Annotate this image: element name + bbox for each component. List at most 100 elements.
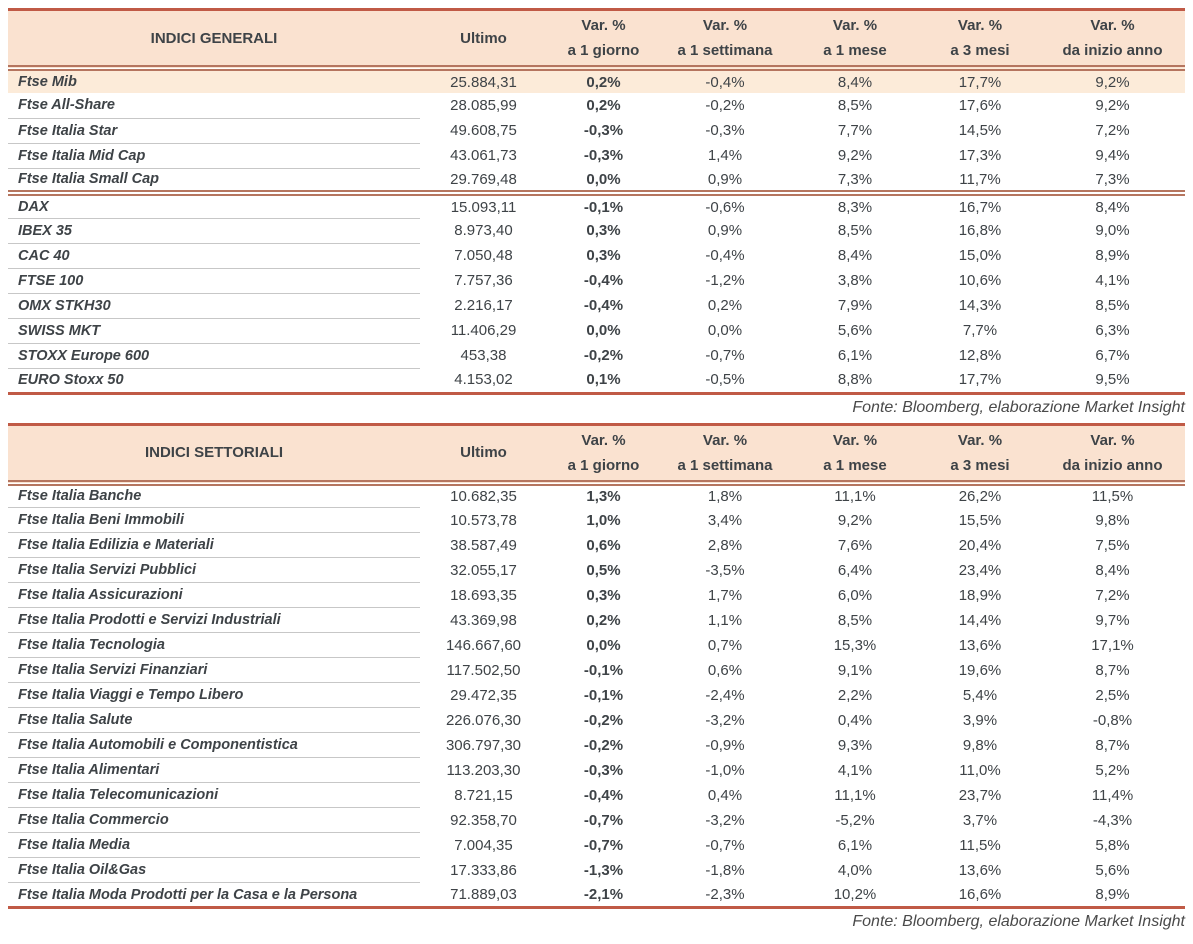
var-value: 8,7% <box>1095 661 1130 679</box>
var-value: -3,2% <box>705 711 745 729</box>
var-value: 15,5% <box>958 511 1002 529</box>
var-value: 19,6% <box>958 661 1002 679</box>
table-row: OMX STKH30 2.216,17 -0,4% 0,2% 7,9% 14,3% 8,5% <box>8 293 1185 319</box>
index-name: Ftse Italia Mid Cap <box>8 143 420 169</box>
last-value: 2.216,17 <box>454 297 513 314</box>
period-label: a 1 giorno <box>567 456 640 474</box>
var-value: 11,1% <box>834 786 876 804</box>
var-value: 5,8% <box>1095 836 1130 854</box>
var-value: -0,5% <box>705 371 745 389</box>
var-value: 26,2% <box>958 488 1002 505</box>
var-value: 10,6% <box>958 272 1002 289</box>
table-row: EURO Stoxx 50 4.153,02 0,1% -0,5% 8,8% 17,7% 9… <box>8 368 1185 393</box>
var-value: -0,3% <box>583 147 624 164</box>
period-label: a 1 mese <box>823 42 887 59</box>
last-value: 32.055,17 <box>450 561 517 579</box>
var-value: -0,7% <box>705 347 745 364</box>
table-row: Ftse Italia Servizi Finanziari 117.502,50… <box>8 657 1185 683</box>
last-value: 18.693,35 <box>450 586 517 604</box>
table-row: Ftse Italia Assicurazioni 18.693,35 0,3% 1,… <box>8 582 1185 608</box>
var-value: -0,7% <box>705 836 745 854</box>
var-value: 1,3% <box>586 488 621 505</box>
var-label: Var. % <box>957 17 1003 34</box>
last-value: 113.203,30 <box>446 761 521 779</box>
var-label: Var. % <box>581 431 626 449</box>
var-value: 2,5% <box>1095 686 1130 704</box>
var-value: -1,8% <box>705 861 745 879</box>
var-label: Var. % <box>702 431 748 449</box>
table-title: INDICI GENERALI <box>8 9 420 71</box>
source-note: Fonte: Bloomberg, elaborazione Market In… <box>852 398 1185 416</box>
var-value: 17,7% <box>958 371 1002 389</box>
column-header-var-inizio-anno: Var. % da inizio anno <box>1040 424 1185 486</box>
var-value: 13,6% <box>958 636 1002 654</box>
var-value: 7,5% <box>1095 536 1130 554</box>
var-value: 0,5% <box>586 561 621 579</box>
column-header-var-1-mese: Var. % a 1 mese <box>790 9 920 71</box>
last-value: 43.061,73 <box>450 147 517 164</box>
var-value: -2,1% <box>583 885 624 903</box>
var-value: 7,9% <box>837 297 873 314</box>
source-note: Fonte: Bloomberg, elaborazione Market In… <box>852 913 1185 930</box>
last-value: 92.358,70 <box>450 811 517 829</box>
var-value: 7,2% <box>1095 586 1130 604</box>
column-header-var-3-mesi: Var. % a 3 mesi <box>920 9 1040 71</box>
last-value: 38.587,49 <box>450 536 517 554</box>
var-value: 0,3% <box>586 222 621 239</box>
var-value: 7,7% <box>837 122 873 139</box>
var-value: 12,8% <box>958 347 1002 364</box>
last-value: 7.050,48 <box>454 247 513 264</box>
var-value: 10,2% <box>833 885 877 903</box>
var-value: 0,3% <box>586 247 621 264</box>
var-value: -0,7% <box>583 811 624 829</box>
table-row: IBEX 35 8.973,40 0,3% 0,9% 8,5% 16,8% 9,0% <box>8 218 1185 244</box>
var-value: -0,4% <box>583 297 624 314</box>
index-name: Ftse Italia Servizi Finanziari <box>8 657 420 683</box>
var-value: 1,8% <box>707 488 743 505</box>
index-name: Ftse Italia Viaggi e Tempo Libero <box>8 682 420 708</box>
period-label: a 3 mesi <box>950 456 1010 474</box>
var-label: Var. % <box>832 431 878 449</box>
var-value: 0,6% <box>586 536 621 554</box>
var-value: 2,8% <box>707 536 743 554</box>
var-value: -3,5% <box>705 561 745 579</box>
last-value: 29.769,48 <box>420 168 547 196</box>
last-value: 15.093,11 <box>450 198 517 216</box>
table-row: Ftse Italia Mid Cap 43.061,73 -0,3% 1,4% 9,2… <box>8 143 1185 169</box>
table-row: SWISS MKT 11.406,29 0,0% 0,0% 5,6% 7,7% 6,3% <box>8 318 1185 344</box>
period-label: da inizio anno <box>1062 42 1163 59</box>
var-value: 17,1% <box>1091 636 1134 654</box>
index-name: Ftse Italia Salute <box>8 707 420 733</box>
var-value: 11,7% <box>920 168 1040 196</box>
var-value: -0,4% <box>583 272 624 289</box>
var-value: 15,3% <box>833 636 877 654</box>
table-row: Ftse Italia Moda Prodotti per la Casa e … <box>8 883 1185 908</box>
var-value: 1,4% <box>707 147 743 164</box>
var-value: 8,4% <box>1095 198 1130 216</box>
var-value: 0,0% <box>707 322 743 339</box>
var-value: 16,7% <box>958 198 1002 216</box>
index-name: Ftse Italia Automobili e Componentistica <box>8 732 420 758</box>
var-value: 8,5% <box>837 611 873 629</box>
column-header-var-1-settimana: Var. % a 1 settimana <box>660 9 790 71</box>
var-value: 2,2% <box>837 686 873 704</box>
table-row: Ftse Italia Beni Immobili 10.573,78 1,0% 3,… <box>8 507 1185 533</box>
var-value: 11,0% <box>959 761 1001 779</box>
var-value: -0,4% <box>705 247 745 264</box>
var-value: 9,2% <box>1095 97 1130 114</box>
var-value: 11,5% <box>959 836 1001 854</box>
var-value: -0,1% <box>583 661 624 679</box>
var-value: 6,0% <box>837 586 873 604</box>
index-name: STOXX Europe 600 <box>8 343 420 369</box>
var-value: 0,7% <box>707 636 743 654</box>
index-name: Ftse Italia Beni Immobili <box>8 507 420 533</box>
var-value: 6,3% <box>1095 322 1130 339</box>
var-value: 9,3% <box>837 736 873 754</box>
var-value: 3,7% <box>962 811 998 829</box>
var-value: 4,1% <box>1095 272 1130 289</box>
var-value: 8,4% <box>837 247 873 264</box>
table-row: DAX 15.093,11 -0,1% -0,6% 8,3% 16,7% 8,4% <box>8 193 1185 219</box>
last-value: 7.004,35 <box>454 836 513 854</box>
var-value: -0,1% <box>583 686 624 704</box>
last-value: 306.797,30 <box>445 736 522 754</box>
